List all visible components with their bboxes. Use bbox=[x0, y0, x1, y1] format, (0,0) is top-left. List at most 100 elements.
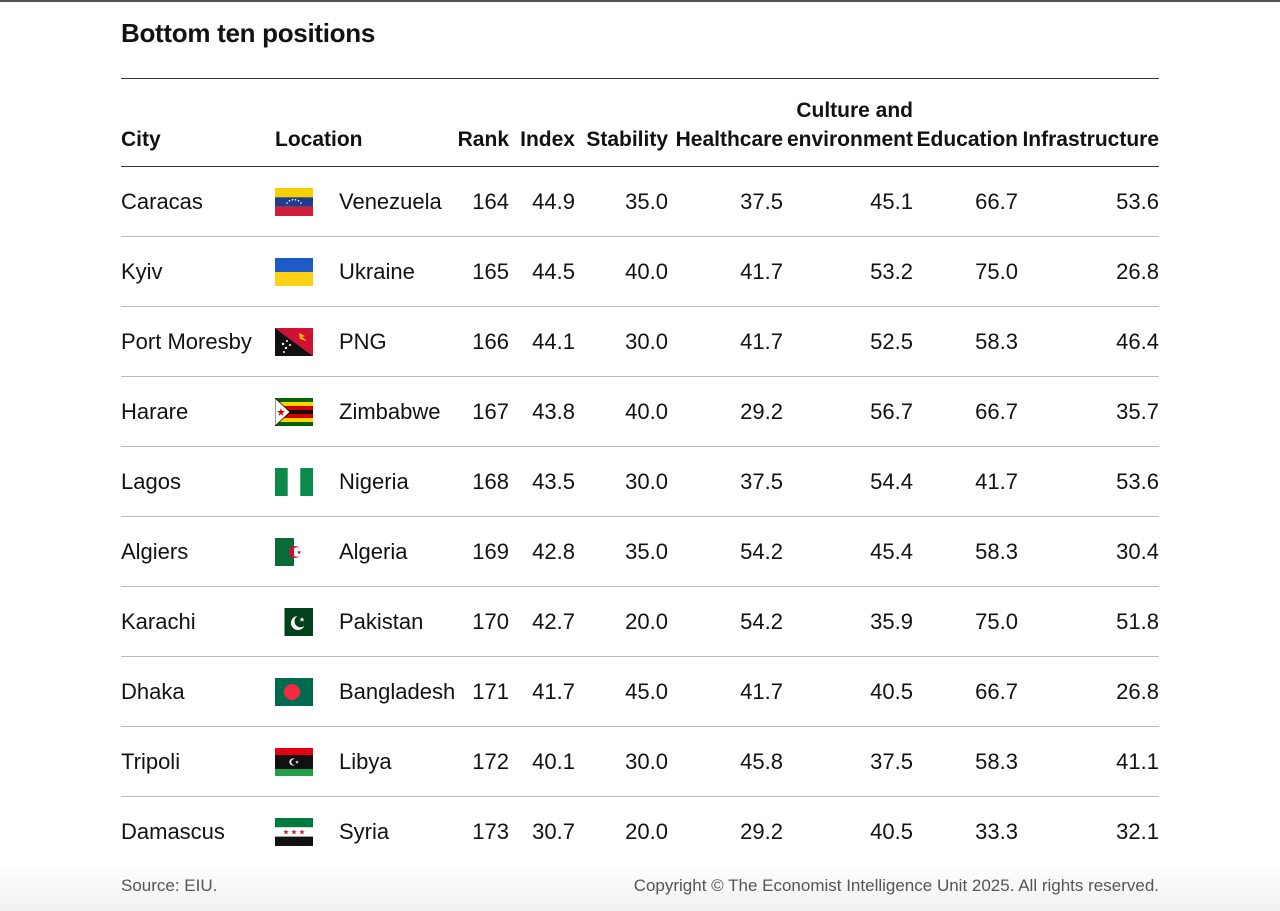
cell-infrastructure: 32.1 bbox=[1116, 818, 1159, 844]
cell-location: Libya bbox=[275, 726, 457, 797]
cell-culture: 37.5 bbox=[783, 726, 913, 797]
cell-city: Tripoli bbox=[121, 726, 275, 797]
cell-healthcare: 29.2 bbox=[668, 376, 783, 447]
column-header-rank: Rank bbox=[457, 96, 509, 167]
cell-location: Ukraine bbox=[275, 236, 457, 307]
cell-rank: 171 bbox=[457, 656, 509, 727]
cell-stability: 45.0 bbox=[575, 656, 668, 727]
cell-index: 43.8 bbox=[509, 376, 575, 447]
cell-location: Algeria bbox=[275, 516, 457, 587]
cell-infrastructure: 26.8 bbox=[1018, 236, 1159, 307]
table-row: Algiers Algeria 169 42.8 35.0 54.2 45.4 58.3 30.… bbox=[121, 516, 1159, 587]
cell-city: Caracas bbox=[121, 166, 275, 237]
location-name: PNG bbox=[339, 328, 387, 354]
cell-city: Kyiv bbox=[121, 236, 275, 307]
cell-healthcare: 41.7 bbox=[668, 656, 783, 727]
column-header-culture-line1: Culture and bbox=[796, 99, 913, 122]
png-flag-icon bbox=[275, 327, 313, 356]
cell-education: 75.0 bbox=[913, 236, 1018, 307]
cell-location: Syria bbox=[275, 797, 457, 867]
table-row: Port Moresby PNG 166 44.1 30.0 41.7 52.5 58.3 46… bbox=[121, 306, 1159, 377]
column-header-healthcare: Healthcare bbox=[668, 96, 783, 167]
cell-location: PNG bbox=[275, 306, 457, 377]
cell-city: Dhaka bbox=[121, 656, 275, 727]
rankings-table: City Location Rank Index Stability Healt… bbox=[121, 96, 1159, 866]
cell-location: Nigeria bbox=[275, 446, 457, 517]
location-name: Nigeria bbox=[339, 468, 409, 494]
cell-culture: 45.4 bbox=[783, 516, 913, 587]
cell-index: 42.7 bbox=[509, 586, 575, 657]
ukraine-flag-icon bbox=[275, 257, 313, 286]
cell-infrastructure: 51.8 bbox=[1018, 586, 1159, 657]
cell-index: 42.8 bbox=[509, 516, 575, 587]
cell-rank: 165 bbox=[457, 236, 509, 307]
table-row: Kyiv Ukraine 165 44.5 40.0 41.7 53.2 75.0 26.8 bbox=[121, 236, 1159, 307]
cell-location: Venezuela bbox=[275, 166, 457, 237]
cell-index: 30.7 bbox=[532, 818, 575, 844]
cell-rank: 173 bbox=[472, 818, 509, 844]
bangladesh-flag-icon bbox=[275, 677, 313, 706]
column-header-education: Education bbox=[913, 96, 1018, 167]
header-rule bbox=[121, 78, 1159, 79]
location-name: Syria bbox=[339, 818, 390, 844]
cell-healthcare: 45.8 bbox=[668, 726, 783, 797]
cell-stability: 30.0 bbox=[575, 726, 668, 797]
cell-culture: 54.4 bbox=[783, 446, 913, 517]
location-name: Bangladesh bbox=[339, 678, 456, 704]
nigeria-flag-icon bbox=[275, 467, 313, 496]
cell-rank: 169 bbox=[457, 516, 509, 587]
cell-healthcare: 54.2 bbox=[668, 586, 783, 657]
cell-education: 58.3 bbox=[913, 306, 1018, 377]
cell-stability: 35.0 bbox=[575, 166, 668, 237]
algeria-flag-icon bbox=[275, 537, 313, 566]
cell-stability: 20.0 bbox=[575, 586, 668, 657]
cell-stability: 20.0 bbox=[625, 818, 668, 844]
cell-culture: 52.5 bbox=[783, 306, 913, 377]
cell-education: 41.7 bbox=[913, 446, 1018, 517]
cell-index: 44.1 bbox=[509, 306, 575, 377]
cell-culture: 40.5 bbox=[870, 818, 913, 844]
table-row: Harare Zimbabwe 167 43.8 40.0 29.2 56.7 66.7 35.… bbox=[121, 376, 1159, 447]
location-name: Zimbabwe bbox=[339, 398, 441, 424]
cell-culture: 56.7 bbox=[783, 376, 913, 447]
cell-city: Karachi bbox=[121, 586, 275, 657]
cell-index: 44.5 bbox=[509, 236, 575, 307]
cell-index: 44.9 bbox=[509, 166, 575, 237]
source-note: Source: EIU. bbox=[121, 876, 218, 895]
column-header-stability: Stability bbox=[575, 96, 668, 167]
cell-infrastructure: 30.4 bbox=[1018, 516, 1159, 587]
column-header-city: City bbox=[121, 96, 275, 167]
table-row: Dhaka Bangladesh 171 41.7 45.0 41.7 40.5 66.7 26… bbox=[121, 656, 1159, 727]
venezuela-flag-icon bbox=[275, 187, 313, 216]
table-row: Lagos Nigeria 168 43.5 30.0 37.5 54.4 41.7 53.6 bbox=[121, 446, 1159, 517]
cell-infrastructure: 46.4 bbox=[1018, 306, 1159, 377]
cell-healthcare: 41.7 bbox=[668, 306, 783, 377]
page-title: Bottom ten positions bbox=[121, 18, 375, 48]
column-header-index: Index bbox=[509, 96, 575, 167]
cell-city: Algiers bbox=[121, 516, 275, 587]
cell-index: 43.5 bbox=[509, 446, 575, 517]
zimbabwe-flag-icon bbox=[275, 397, 313, 426]
cell-city: Port Moresby bbox=[121, 306, 275, 377]
syria-flag-icon bbox=[275, 817, 313, 846]
cell-rank: 168 bbox=[457, 446, 509, 517]
copyright-note: Copyright © The Economist Intelligence U… bbox=[633, 876, 1159, 895]
cell-healthcare: 37.5 bbox=[668, 446, 783, 517]
cell-infrastructure: 53.6 bbox=[1018, 166, 1159, 237]
cell-stability: 40.0 bbox=[575, 236, 668, 307]
location-name: Libya bbox=[339, 748, 392, 774]
cell-stability: 30.0 bbox=[575, 446, 668, 517]
cell-rank: 172 bbox=[457, 726, 509, 797]
cell-culture: 35.9 bbox=[783, 586, 913, 657]
location-name: Venezuela bbox=[339, 188, 442, 214]
cell-city: Lagos bbox=[121, 446, 275, 517]
cell-city: Harare bbox=[121, 376, 275, 447]
column-header-infrastructure: Infrastructure bbox=[1018, 96, 1159, 167]
cell-stability: 35.0 bbox=[575, 516, 668, 587]
cell-culture: 40.5 bbox=[783, 656, 913, 727]
cell-index: 41.7 bbox=[509, 656, 575, 727]
cell-education: 66.7 bbox=[913, 166, 1018, 237]
libya-flag-icon bbox=[275, 747, 313, 776]
cell-healthcare: 54.2 bbox=[668, 516, 783, 587]
cell-infrastructure: 35.7 bbox=[1018, 376, 1159, 447]
